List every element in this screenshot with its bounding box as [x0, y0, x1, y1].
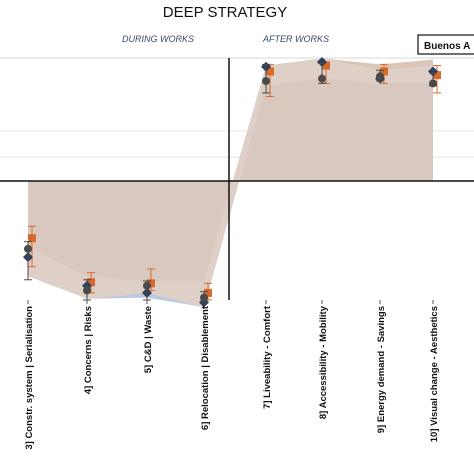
- category-label: 4] Concerns | Risks: [83, 306, 94, 394]
- category-label: 9] Energy demand - Savings: [376, 306, 387, 433]
- marker-square: [28, 234, 36, 243]
- marker-circle: [262, 77, 270, 86]
- marker-square: [266, 67, 274, 76]
- marker-circle: [83, 286, 91, 295]
- deviation-area-above: [28, 58, 433, 281]
- chart-title: DEEP STRATEGY: [163, 4, 287, 21]
- marker-circle: [143, 281, 151, 290]
- legend-label: Buenos A: [424, 41, 470, 52]
- legend-frame: [417, 34, 474, 55]
- marker-square: [322, 61, 330, 70]
- marker-square: [433, 71, 441, 80]
- category-label: 3] Constr. system | Serialisation: [24, 306, 35, 450]
- category-label: 5] C&D | Waste: [143, 306, 154, 373]
- category-label: 6] Relocation | Disablement: [200, 305, 211, 430]
- category-labels: 3] Constr. system | Serialisation 4] Conc…: [24, 305, 440, 449]
- marker-circle: [318, 74, 326, 83]
- phase-label-after: AFTER WORKS: [262, 34, 329, 44]
- marker-square: [147, 279, 155, 288]
- marker-diamond: [428, 66, 438, 77]
- marker-square: [380, 67, 388, 76]
- marker-circle: [200, 293, 208, 302]
- marker-square: [204, 288, 212, 297]
- marker-diamond: [317, 57, 327, 67]
- marker-circle: [376, 72, 384, 81]
- plot-area: [0, 57, 474, 308]
- legend-box: Buenos A: [417, 34, 474, 55]
- marker-circle: [24, 244, 32, 253]
- phase-label-during: DURING WORKS: [122, 34, 194, 44]
- category-label: 10] Visual change - Aesthetics: [429, 306, 440, 442]
- category-label: 7] Liveability - Comfort: [262, 305, 273, 409]
- category-label: 8] Accessibility - Mobility: [318, 305, 329, 419]
- marker-circle: [429, 79, 437, 88]
- marker-square: [87, 278, 95, 287]
